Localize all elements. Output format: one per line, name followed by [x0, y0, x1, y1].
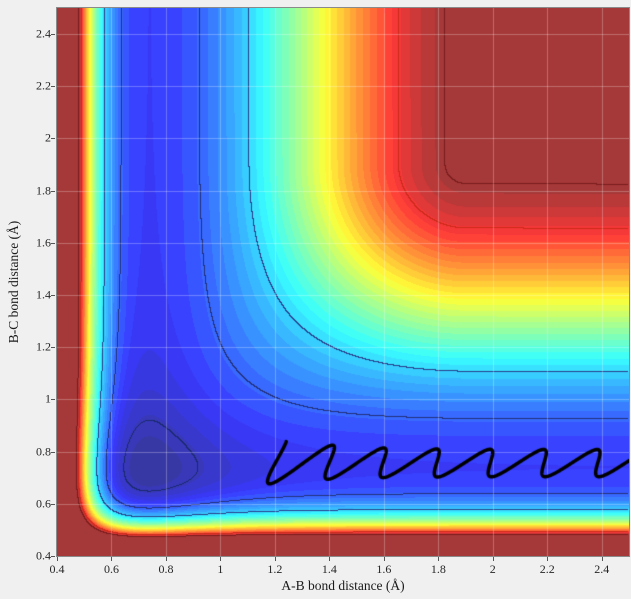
y-tick-label: 2.2	[36, 78, 51, 93]
y-tick-label: 0.6	[36, 496, 51, 511]
y-tick-label: 2.4	[36, 26, 51, 41]
y-tick-label: 2	[45, 130, 51, 145]
x-tick-label: 2.4	[594, 562, 610, 576]
y-tick-mark	[51, 504, 55, 505]
y-tick-label: 1	[45, 391, 51, 406]
y-tick-label: 1.2	[36, 339, 51, 354]
y-tick-mark	[51, 347, 55, 348]
x-tick-mark	[438, 557, 439, 561]
x-tick-label: 1.8	[430, 562, 446, 576]
x-tick-mark	[111, 557, 112, 561]
x-tick-mark	[166, 557, 167, 561]
y-tick-mark	[51, 556, 55, 557]
x-tick-label: 1.6	[376, 562, 392, 576]
y-tick-label: 1.6	[36, 235, 51, 250]
x-tick-mark	[602, 557, 603, 561]
x-tick-label: 1.2	[267, 562, 283, 576]
y-tick-label: 0.8	[36, 444, 51, 459]
x-tick-mark	[329, 557, 330, 561]
x-tick-mark	[57, 557, 58, 561]
y-tick-mark	[51, 138, 55, 139]
y-tick-mark	[51, 191, 55, 192]
x-tick-mark	[275, 557, 276, 561]
x-axis-label: A-B bond distance (Å)	[281, 578, 405, 593]
plot-area	[56, 7, 630, 557]
y-tick-label: 0.4	[36, 548, 51, 563]
x-tick-label: 0.6	[103, 562, 119, 576]
x-tick-label: 2	[489, 562, 496, 576]
y-tick-mark	[51, 452, 55, 453]
y-tick-mark	[51, 86, 55, 87]
x-tick-label: 2.2	[539, 562, 555, 576]
y-tick-label: 1.4	[36, 287, 51, 302]
x-tick-mark	[547, 557, 548, 561]
contour-canvas	[57, 8, 629, 556]
y-tick-mark	[51, 399, 55, 400]
y-tick-mark	[51, 295, 55, 296]
x-tick-mark	[384, 557, 385, 561]
y-axis-label: B-C bond distance (Å)	[6, 220, 21, 344]
x-tick-mark	[493, 557, 494, 561]
x-tick-label: 1.4	[321, 562, 337, 576]
y-tick-mark	[51, 34, 55, 35]
x-tick-mark	[220, 557, 221, 561]
y-tick-mark	[51, 243, 55, 244]
x-tick-label: 0.8	[158, 562, 174, 576]
y-tick-label: 1.8	[36, 183, 51, 198]
x-tick-label: 0.4	[49, 562, 65, 576]
x-tick-label: 1	[217, 562, 224, 576]
